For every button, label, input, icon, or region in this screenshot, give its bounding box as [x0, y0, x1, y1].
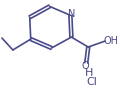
Text: N: N: [68, 9, 75, 19]
Text: H: H: [85, 68, 93, 78]
Text: Cl: Cl: [87, 77, 98, 87]
Text: OH: OH: [104, 36, 119, 46]
Text: O: O: [81, 61, 89, 71]
